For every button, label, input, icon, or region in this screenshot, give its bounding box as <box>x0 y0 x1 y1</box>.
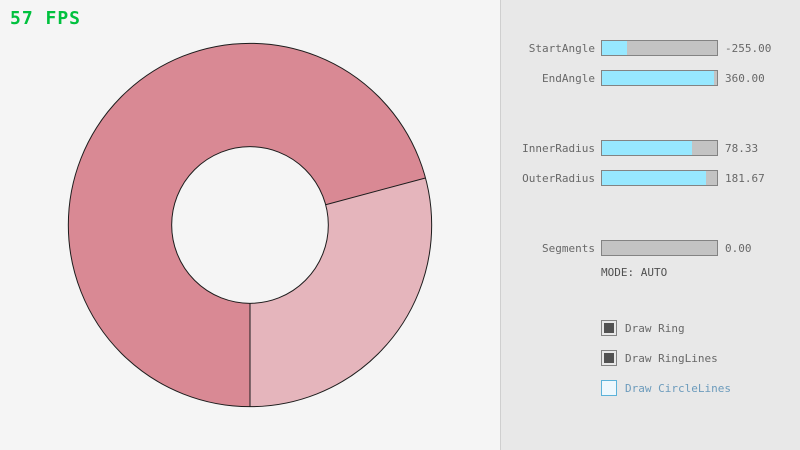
control-panel: StartAngle -255.00 EndAngle 360.00 Inner… <box>500 0 800 450</box>
start-angle-slider[interactable] <box>601 40 718 56</box>
draw-ringlines-checkbox-row: Draw RingLines <box>601 350 791 366</box>
end-angle-slider[interactable] <box>601 70 718 86</box>
start-angle-row: StartAngle -255.00 <box>501 40 800 56</box>
checkmark-icon <box>604 353 614 363</box>
ring-single-pass-sector <box>250 177 432 407</box>
draw-ring-checkbox-row: Draw Ring <box>601 320 791 336</box>
draw-circlelines-checkbox-label: Draw CircleLines <box>625 382 731 395</box>
segments-label: Segments <box>542 242 595 255</box>
inner-radius-slider[interactable] <box>601 140 718 156</box>
outer-radius-slider[interactable] <box>601 170 718 186</box>
inner-radius-value: 78.33 <box>725 142 759 155</box>
segments-mode-text: MODE: AUTO <box>601 266 668 279</box>
outer-radius-row: OuterRadius 181.67 <box>501 170 800 186</box>
outer-radius-value: 181.67 <box>725 172 765 185</box>
end-angle-row: EndAngle 360.00 <box>501 70 800 86</box>
draw-circlelines-checkbox-row: Draw CircleLines <box>601 380 791 396</box>
draw-ringlines-checkbox-label: Draw RingLines <box>625 352 718 365</box>
draw-ringlines-checkbox[interactable] <box>601 350 617 366</box>
draw-ring-checkbox-label: Draw Ring <box>625 322 685 335</box>
draw-ring-checkbox[interactable] <box>601 320 617 336</box>
inner-radius-label: InnerRadius <box>522 142 595 155</box>
drawing-canvas: 57 FPS <box>10 8 433 408</box>
inner-radius-row: InnerRadius 78.33 <box>501 140 800 156</box>
start-angle-label: StartAngle <box>528 42 595 55</box>
start-angle-value: -255.00 <box>725 42 772 55</box>
inner-radius-slider-fill <box>602 141 693 155</box>
start-angle-slider-fill <box>602 41 627 55</box>
segments-value: 0.00 <box>725 242 752 255</box>
ring-inner-outline <box>171 146 329 304</box>
end-angle-slider-fill <box>602 71 714 85</box>
segments-slider[interactable] <box>601 240 718 256</box>
ring-preview <box>67 42 433 408</box>
fps-counter: 57 FPS <box>10 8 82 29</box>
outer-radius-label: OuterRadius <box>522 172 595 185</box>
end-angle-label: EndAngle <box>542 72 595 85</box>
checkmark-icon <box>604 323 614 333</box>
ring-end-line <box>325 177 426 206</box>
segments-row: Segments 0.00 <box>501 240 800 256</box>
draw-circlelines-checkbox[interactable] <box>601 380 617 396</box>
outer-radius-slider-fill <box>602 171 707 185</box>
end-angle-value: 360.00 <box>725 72 765 85</box>
